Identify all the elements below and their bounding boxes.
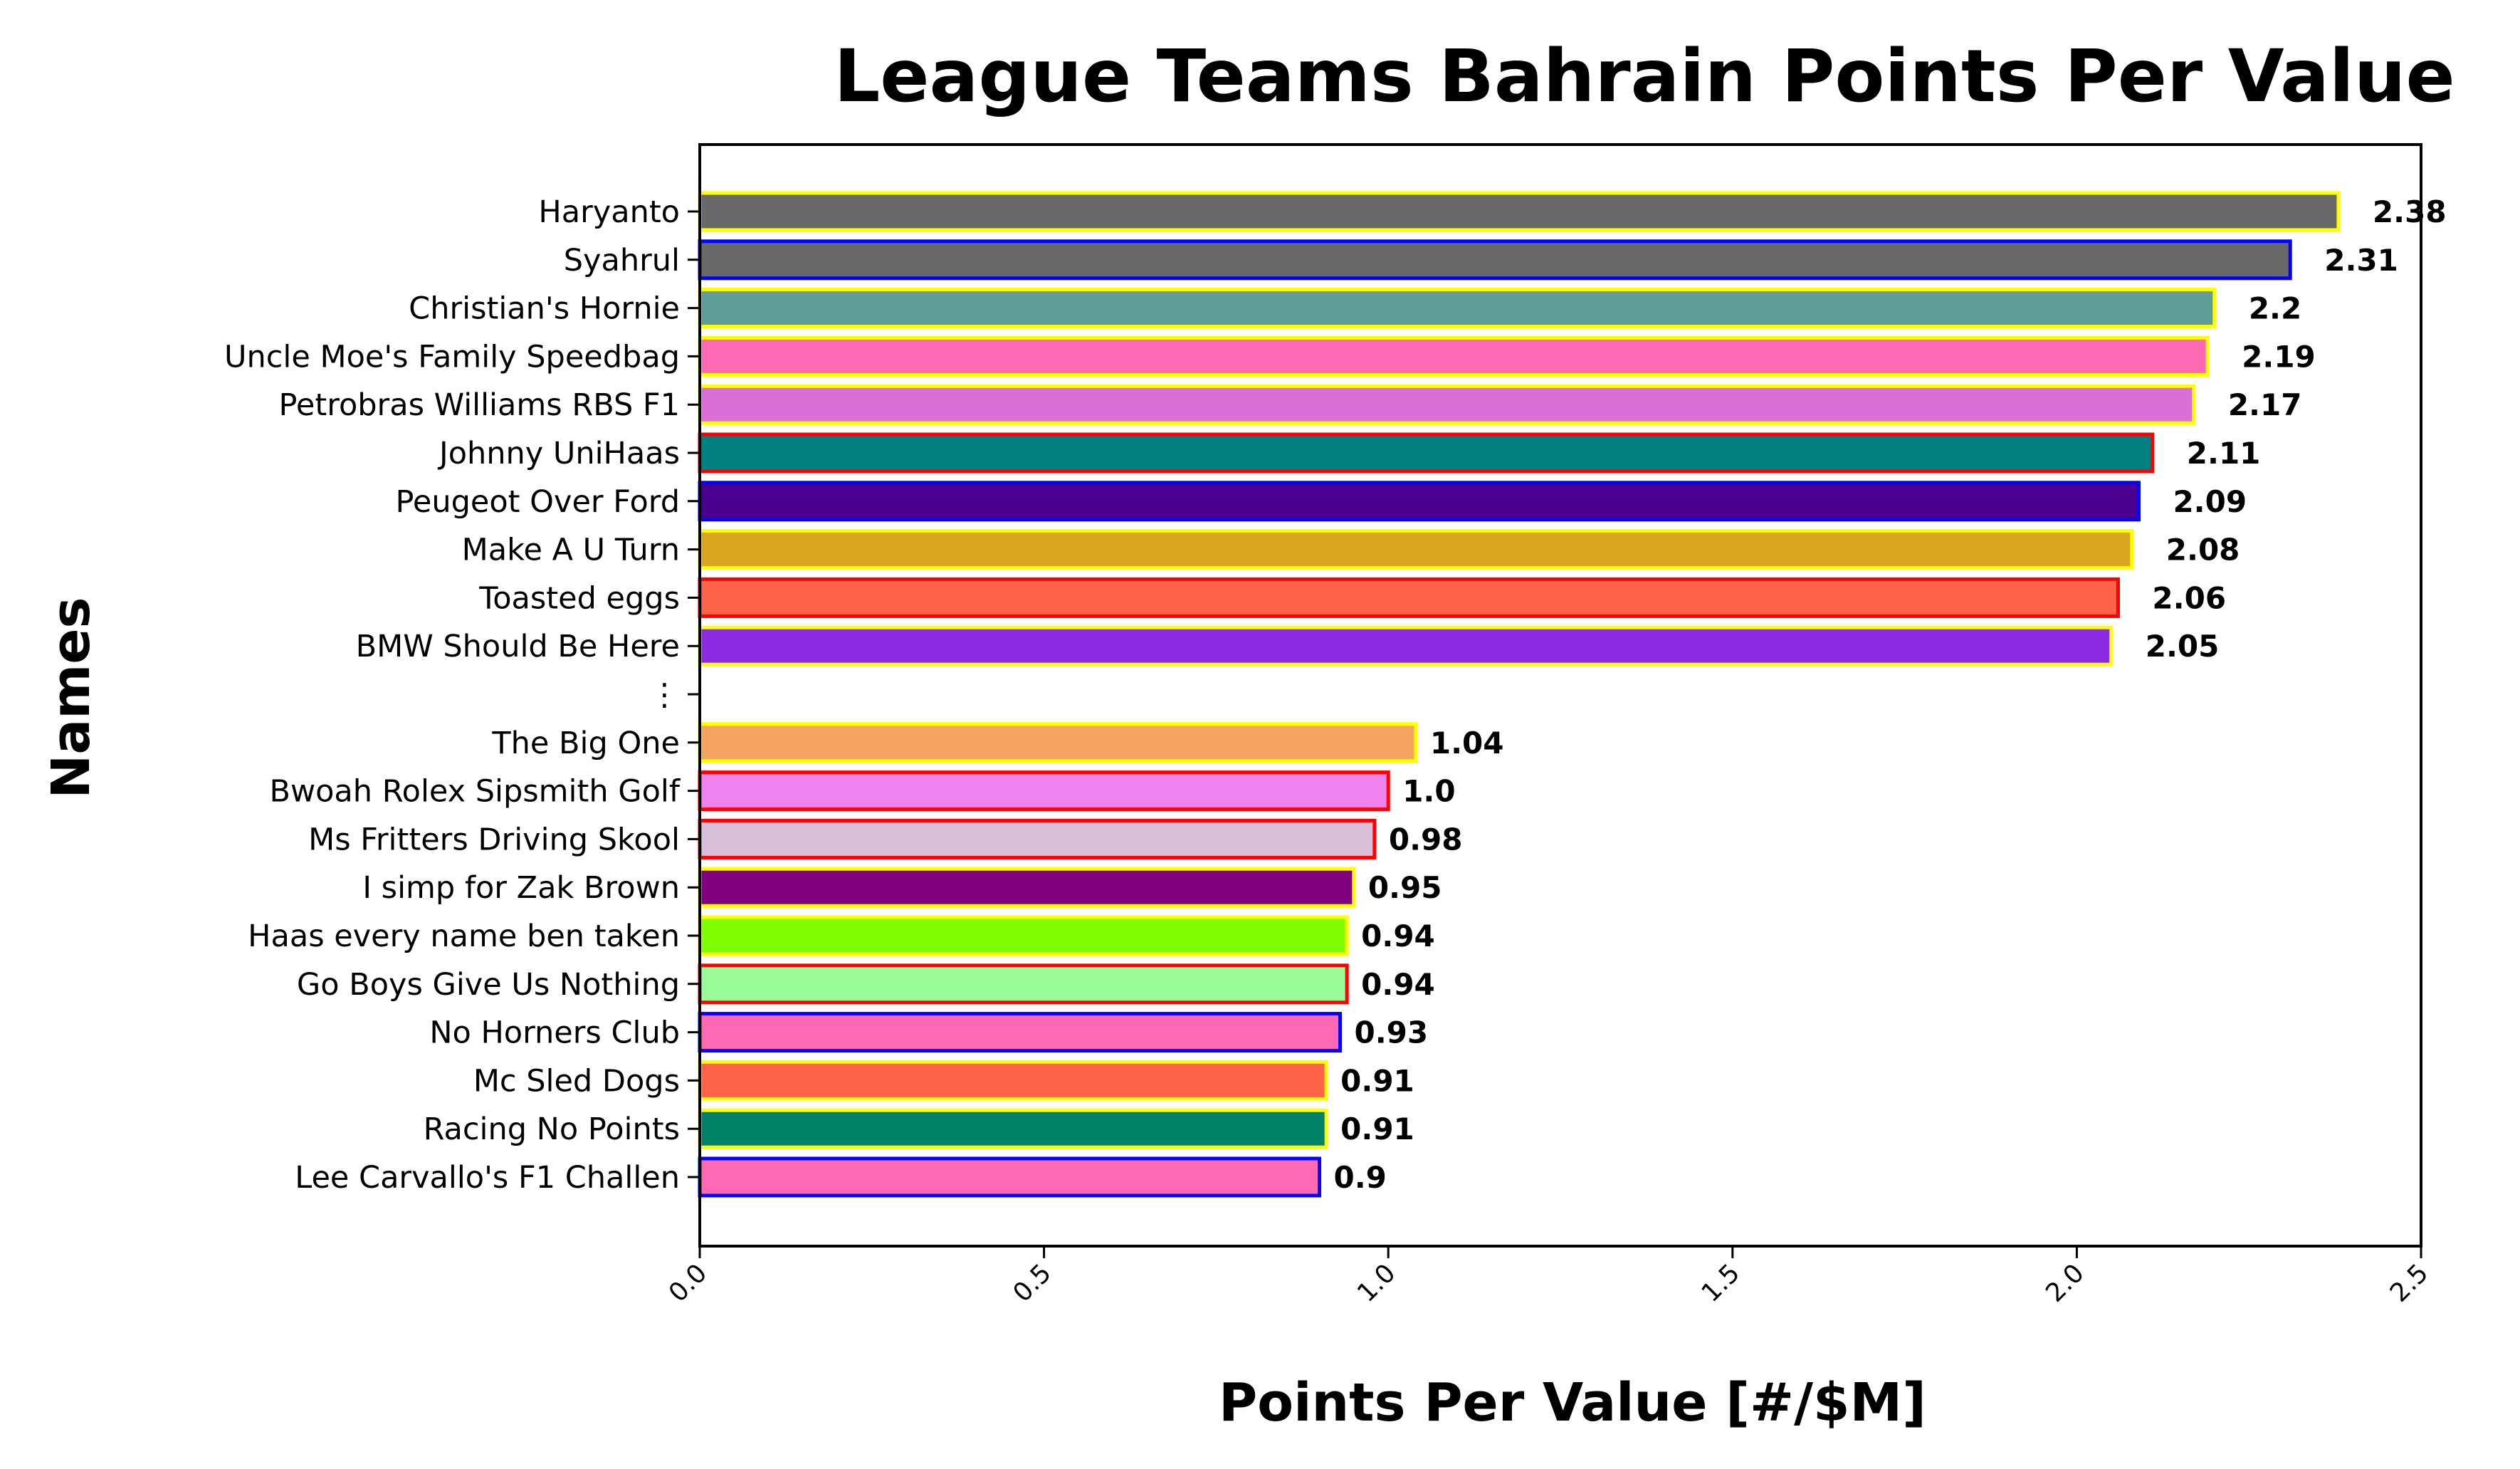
bar	[698, 1060, 1328, 1101]
bar	[698, 432, 2155, 474]
bar	[698, 963, 1349, 1005]
bar	[698, 770, 1390, 812]
plot-area-frame	[698, 143, 2422, 1248]
y-tick-label: Haas every name ben taken	[248, 919, 680, 954]
y-tick-label: Uncle Moe's Family Speedbag	[224, 339, 680, 375]
y-tick-label: Peugeot Over Ford	[395, 484, 680, 520]
bar	[698, 577, 2120, 618]
data-label: 2.31	[2324, 243, 2398, 278]
y-tick-label: Mc Sled Dogs	[473, 1063, 680, 1099]
y-tick-label: Go Boys Give Us Nothing	[297, 967, 680, 1003]
bar	[698, 384, 2196, 425]
bar	[698, 818, 1377, 859]
data-labels: 2.38 2.31 2.2 2.19 2.17 2.11 2.09 2.08 2.06 2.05 1…	[1333, 194, 2446, 1195]
y-tick-label: ⋮	[649, 677, 680, 713]
data-label: 0.9	[1333, 1160, 1386, 1195]
y-tick-label: Make A U Turn	[462, 533, 680, 568]
x-axis-label: Points Per Value [#/$M]	[1219, 1372, 1926, 1433]
data-label: 1.04	[1430, 726, 1504, 760]
x-tick-label: 2.5	[2385, 1258, 2434, 1307]
y-tick-label: Toasted eggs	[478, 580, 680, 616]
y-tick-label: Syahrul	[564, 243, 680, 278]
data-label: 0.94	[1361, 967, 1435, 1002]
bar	[698, 191, 2341, 232]
y-tick-label: I simp for Zak Brown	[362, 870, 680, 906]
chart-title: League Teams Bahrain Points Per Value	[834, 34, 2455, 119]
y-tick-labels: Haryanto Syahrul Christian's Hornie Uncle M…	[224, 194, 700, 1196]
data-label: 0.91	[1340, 1063, 1414, 1098]
data-label: 0.93	[1354, 1015, 1428, 1050]
x-tick-label: 0.0	[663, 1258, 713, 1307]
bar	[698, 1156, 1321, 1198]
bars-group	[698, 191, 2341, 1198]
data-label: 2.19	[2242, 339, 2316, 374]
bar	[698, 1012, 1342, 1053]
bar	[698, 722, 1418, 763]
data-label: 1.0	[1402, 774, 1455, 809]
bar	[698, 481, 2141, 522]
x-tick-label: 0.5	[1007, 1258, 1056, 1307]
y-tick-label: No Horners Club	[429, 1015, 680, 1051]
bar	[698, 288, 2217, 329]
x-tick-label: 1.5	[1696, 1258, 1745, 1307]
bar	[698, 1108, 1328, 1149]
data-label: 2.09	[2173, 484, 2247, 519]
data-label: 2.11	[2187, 436, 2261, 471]
data-label: 0.94	[1361, 919, 1435, 953]
data-label: 2.17	[2228, 387, 2302, 422]
x-tick-label: 2.0	[2040, 1258, 2089, 1307]
y-tick-label: Petrobras Williams RBS F1	[279, 387, 681, 423]
bar	[698, 529, 2134, 570]
data-label: 2.2	[2249, 291, 2301, 326]
y-tick-label: The Big One	[491, 726, 680, 761]
y-axis-label: Names	[41, 597, 102, 798]
bar	[698, 625, 2114, 666]
y-tick-label: Ms Fritters Driving Skool	[308, 822, 680, 857]
y-tick-label: Johnny UniHaas	[437, 436, 680, 471]
data-label: 2.08	[2166, 533, 2240, 568]
y-tick-label: Bwoah Rolex Sipsmith Golf	[269, 774, 680, 810]
data-label: 2.05	[2146, 629, 2220, 664]
bar	[698, 915, 1349, 956]
data-label: 0.95	[1368, 870, 1442, 905]
bar	[698, 867, 1356, 908]
y-tick-label: Christian's Hornie	[409, 291, 680, 327]
y-tick-label: Haryanto	[538, 194, 680, 230]
data-label: 2.38	[2373, 194, 2447, 229]
bar	[698, 239, 2292, 281]
x-tick-label: 1.0	[1352, 1258, 1401, 1307]
data-label: 2.06	[2152, 580, 2226, 615]
y-tick-label: Lee Carvallo's F1 Challen	[295, 1160, 680, 1196]
data-label: 0.98	[1389, 822, 1463, 857]
y-tick-label: Racing No Points	[424, 1112, 680, 1147]
data-label: 0.91	[1340, 1112, 1414, 1146]
y-tick-label: BMW Should Be Here	[356, 629, 680, 664]
x-tick-labels: 0.0 0.5 1.0 1.5 2.0 2.5	[663, 1246, 2434, 1308]
bar	[698, 335, 2210, 377]
